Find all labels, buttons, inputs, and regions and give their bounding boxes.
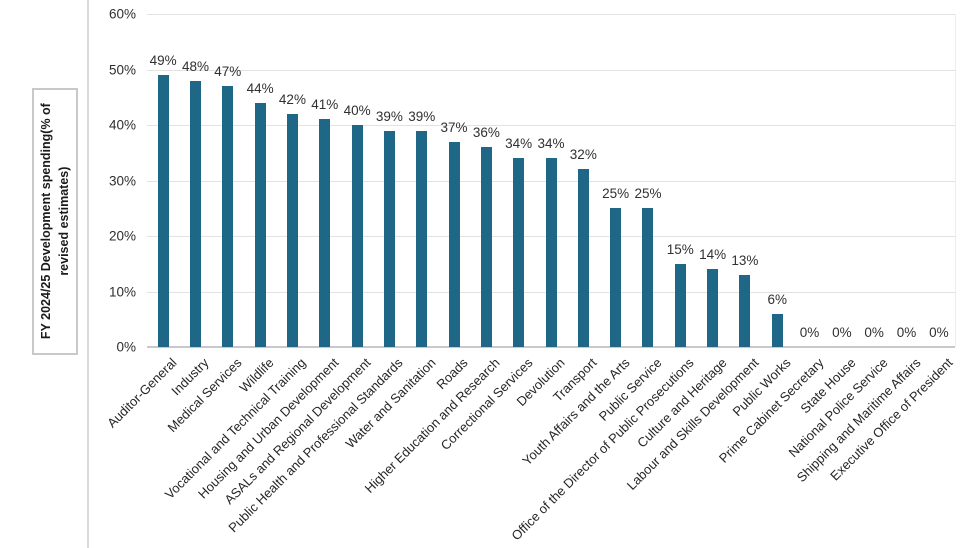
bar-value-label: 32%: [569, 147, 597, 163]
bar: [513, 158, 525, 347]
bar-value-label: 39%: [408, 108, 436, 124]
bar: [189, 80, 201, 347]
gridline: [147, 14, 955, 15]
bar-value-label: 0%: [896, 325, 917, 340]
bar-value-label: 13%: [731, 252, 759, 268]
bar: [416, 130, 428, 347]
bar-value-label: 0%: [929, 325, 949, 340]
bar-value-label: 40%: [343, 103, 371, 118]
y-tick-label: 60%: [108, 6, 136, 22]
y-tick-label: 40%: [108, 117, 136, 133]
bar: [610, 208, 622, 347]
bar-value-label: 36%: [472, 125, 500, 141]
bar: [157, 75, 169, 347]
bar: [351, 125, 363, 347]
bar-value-label: 34%: [537, 136, 565, 152]
chart-left-border-line: [87, 0, 89, 548]
bar: [707, 269, 719, 347]
bar-value-label: 41%: [311, 97, 339, 113]
gridline: [147, 125, 955, 126]
bar: [642, 208, 654, 347]
bar: [286, 113, 298, 347]
bar-value-label: 49%: [149, 53, 177, 69]
bar-value-label: 0%: [799, 325, 820, 340]
bar: [254, 102, 266, 347]
bar-value-label: 14%: [699, 247, 727, 263]
bar: [222, 86, 234, 347]
y-tick-label: 20%: [108, 228, 136, 244]
bar-value-label: 0%: [832, 325, 852, 340]
bar: [480, 147, 492, 347]
bar-value-label: 37%: [440, 119, 468, 135]
bar-value-label: 48%: [181, 58, 209, 74]
bar: [545, 158, 557, 347]
bar: [448, 141, 460, 347]
gridline: [147, 69, 955, 71]
bar: [577, 169, 589, 347]
bar: [674, 263, 686, 347]
bar-value-label: 15%: [666, 241, 694, 257]
bar-value-label: 34%: [505, 136, 533, 152]
plot-right-border: [955, 14, 956, 347]
bar-value-label: 0%: [864, 325, 884, 340]
bar-value-label: 25%: [602, 186, 630, 202]
bar-value-label: 42%: [278, 91, 306, 107]
x-axis-line: [147, 346, 955, 348]
y-axis-title-box: FY 2024/25 Development spending(% of rev…: [32, 88, 78, 355]
bar: [771, 313, 783, 347]
bar: [739, 274, 751, 347]
y-tick-label: 30%: [108, 173, 136, 188]
bar-value-label: 39%: [375, 108, 403, 124]
bar: [383, 130, 395, 347]
y-tick-label: 0%: [116, 339, 136, 355]
bar-value-label: 47%: [214, 64, 242, 80]
bar-value-label: 44%: [246, 80, 274, 96]
bar-value-label: 6%: [767, 291, 787, 307]
y-tick-label: 10%: [108, 284, 136, 299]
bar-value-label: 25%: [634, 186, 662, 202]
bar: [319, 119, 331, 347]
y-tick-label: 50%: [108, 62, 136, 77]
